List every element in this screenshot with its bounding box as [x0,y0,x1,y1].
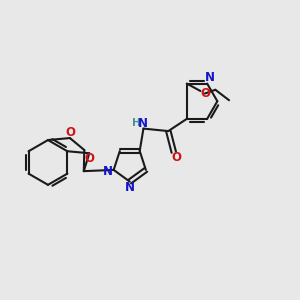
Text: H: H [132,118,140,128]
Text: O: O [65,126,75,139]
Text: O: O [171,151,181,164]
Text: O: O [200,87,210,100]
Text: O: O [85,152,95,165]
Text: N: N [205,71,215,84]
Text: N: N [103,165,113,178]
Text: N: N [125,181,135,194]
Text: N: N [138,117,148,130]
